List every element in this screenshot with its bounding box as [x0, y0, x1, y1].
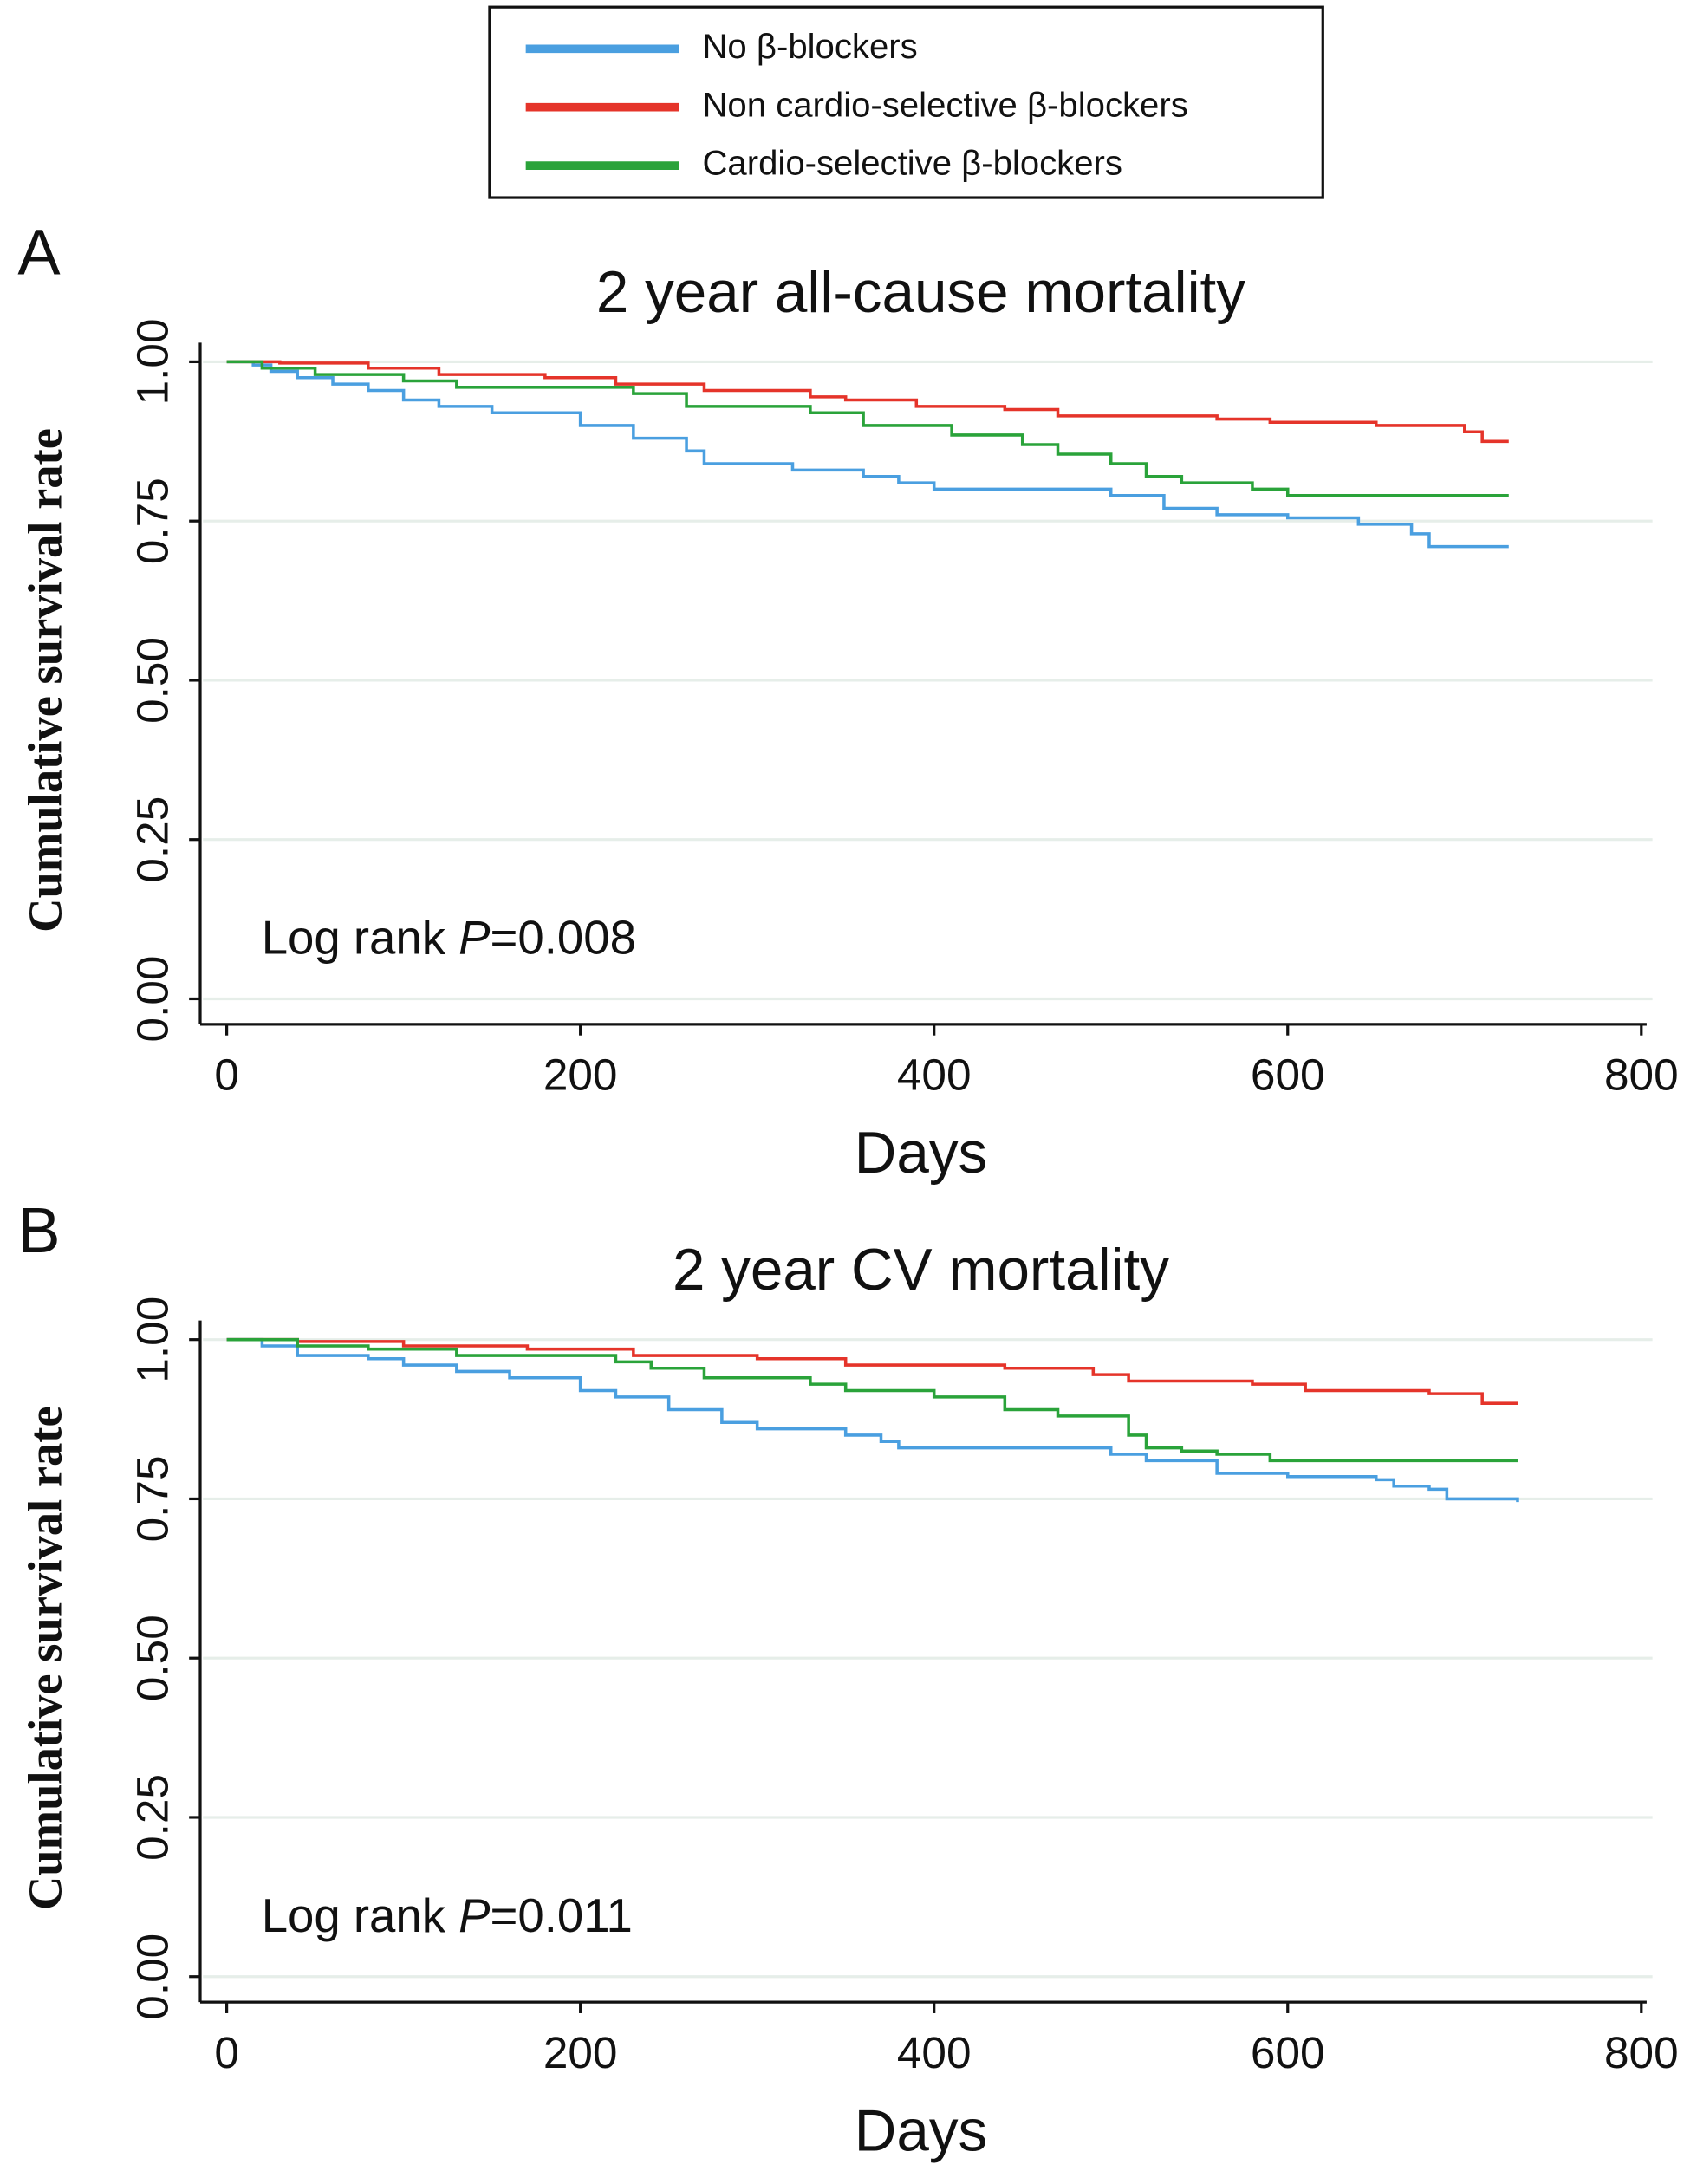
y-tick-label: 0.50 — [127, 1615, 177, 1701]
y-tick-label: 0.00 — [127, 1934, 177, 2020]
legend-label: Non cardio-selective β-blockers — [702, 85, 1187, 124]
x-tick-label: 600 — [1251, 2028, 1325, 2077]
x-tick-label: 200 — [543, 1050, 618, 1100]
panel-label: B — [17, 1194, 60, 1266]
y-tick-label: 0.00 — [127, 956, 177, 1043]
y-tick-label: 0.25 — [127, 796, 177, 883]
annotation: Log rank P=0.008 — [262, 912, 636, 965]
x-axis-label: Days — [855, 1121, 988, 1186]
annotation-part: =0.011 — [491, 1889, 633, 1942]
annotation-part: Log rank — [262, 912, 458, 965]
x-tick-label: 800 — [1604, 2028, 1679, 2077]
survival-curve — [226, 1337, 1518, 1463]
survival-curve — [226, 1337, 1519, 1503]
x-tick-label: 800 — [1604, 1050, 1679, 1100]
annotation-part: P — [458, 912, 491, 965]
y-tick-label: 1.00 — [127, 318, 177, 405]
y-tick-label: 0.50 — [127, 637, 177, 724]
y-axis-label: Cumulative survival rate — [18, 428, 71, 933]
panel-label: A — [17, 217, 61, 289]
survival-curve — [226, 360, 1509, 497]
chart-title: 2 year all-cause mortality — [596, 260, 1245, 325]
y-tick-label: 0.25 — [127, 1774, 177, 1861]
annotation: Log rank P=0.011 — [262, 1889, 633, 1942]
y-tick-label: 0.75 — [127, 1455, 177, 1542]
annotation-part: =0.008 — [491, 912, 636, 965]
y-tick-label: 1.00 — [127, 1297, 177, 1383]
x-tick-label: 600 — [1251, 1050, 1325, 1100]
x-tick-label: 200 — [543, 2028, 618, 2077]
survival-curve — [226, 360, 1509, 444]
survival-curve — [226, 1337, 1518, 1405]
y-tick-label: 0.75 — [127, 478, 177, 564]
legend-label: No β-blockers — [702, 27, 917, 66]
x-tick-label: 400 — [897, 1050, 972, 1100]
legend-label: Cardio-selective β-blockers — [702, 144, 1122, 183]
y-axis-label: Cumulative survival rate — [18, 1406, 71, 1910]
annotation-part: P — [458, 1889, 491, 1942]
annotation-part: Log rank — [262, 1889, 458, 1942]
x-tick-label: 0 — [214, 2028, 239, 2077]
x-tick-label: 0 — [214, 1050, 239, 1100]
x-tick-label: 400 — [897, 2028, 972, 2077]
chart-title: 2 year CV mortality — [673, 1238, 1169, 1303]
survival-curve — [226, 360, 1509, 549]
x-axis-label: Days — [855, 2098, 988, 2163]
